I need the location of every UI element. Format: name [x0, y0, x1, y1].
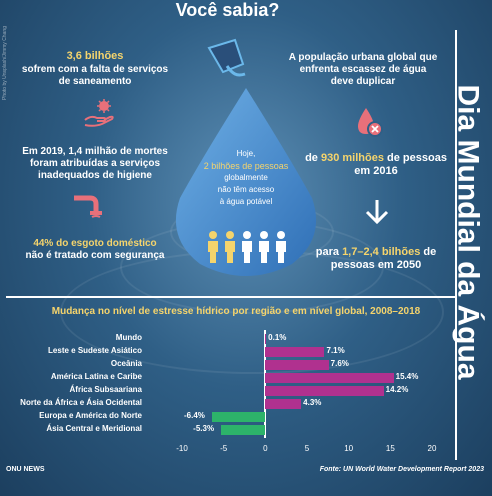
drop-line-2: 2 bilhões de pessoas	[203, 161, 289, 171]
fact-sanitation-value: 3,6 bilhões	[66, 50, 124, 62]
page-title: Você sabia?	[175, 0, 280, 20]
photo-credit: Photo by Unsplash/Jimmy Chang	[2, 26, 8, 100]
category-label: Europa e América do Norte	[39, 411, 142, 420]
data-label: 7.1%	[326, 346, 345, 355]
data-label: -5.3%	[193, 424, 215, 433]
fact-urban-2050-text: de pessoas em 2050	[330, 246, 437, 271]
fact-urban-2016-text: de pessoas em 2016	[354, 152, 447, 177]
x-tick-label: 0	[263, 444, 268, 453]
data-label: -6.4%	[184, 411, 205, 420]
chart-bar	[265, 399, 302, 409]
fact-urban-2016: de 930 milhões de pessoas em 2016	[296, 152, 456, 178]
zero-axis	[264, 330, 267, 438]
category-label: África Subsaariana	[69, 385, 142, 394]
category-label: Norte da África e Ásia Ocidental	[20, 398, 142, 407]
chart-bar	[265, 386, 384, 396]
footer-source-right: Fonte: UN World Water Development Report…	[319, 466, 484, 473]
x-tick-label: 10	[344, 444, 354, 453]
chart-bar	[221, 425, 266, 435]
data-label: 15.4%	[395, 372, 419, 381]
person-figure	[242, 231, 252, 263]
category-label: Leste e Sudeste Asiático	[48, 346, 142, 355]
chart-bar	[265, 373, 394, 383]
data-label: 14.2%	[385, 385, 409, 394]
chart-bar	[265, 334, 267, 344]
fact-urban-2016-prefix: de	[305, 152, 318, 164]
drop-text: Hoje, 2 bilhões de pessoas globalmente n…	[190, 148, 302, 208]
chart-title: Mudança no nível de estresse hídrico por…	[51, 306, 421, 317]
drop-line-3: globalmente	[224, 173, 268, 182]
people-icon	[208, 231, 286, 263]
data-label: 4.3%	[303, 398, 322, 407]
footer-source-left: ONU NEWS	[6, 466, 45, 473]
pipe-sewage-icon	[74, 195, 102, 218]
fact-urban-text: A população urbana global que enfrenta e…	[288, 52, 438, 87]
divider-horizontal	[6, 296, 456, 298]
x-tick-label: 20	[427, 444, 437, 453]
fact-hygiene-text: Em 2019, 1,4 milhão de mortes foram atri…	[22, 146, 168, 181]
fact-urban-2050: para 1,7–2,4 bilhões de pessoas em 2050	[296, 246, 456, 272]
x-tick-label: -10	[176, 444, 188, 453]
drop-line-1: Hoje,	[236, 149, 256, 158]
chart-bar	[265, 347, 325, 357]
drop-line-4: não têm acesso	[217, 185, 275, 194]
fact-sanitation-text: sofrem com a falta de serviços de saneam…	[21, 64, 169, 87]
person-figure	[259, 231, 269, 263]
data-label: 7.6%	[330, 359, 349, 368]
category-label: América Latina e Caribe	[50, 372, 142, 381]
arrow-down-icon	[365, 200, 389, 225]
fact-urban-2050-prefix: para	[315, 246, 339, 258]
person-figure	[208, 231, 218, 263]
x-tick-label: -5	[220, 444, 228, 453]
chart-bar	[265, 360, 329, 370]
divider-vertical	[455, 30, 457, 460]
water-drop-x-icon	[358, 108, 383, 137]
person-figure	[276, 231, 286, 263]
drop-line-5: à água potável	[219, 197, 273, 206]
person-figure	[225, 231, 235, 263]
side-title: Dia Mundial da Água	[444, 12, 492, 452]
fact-urban-2016-value: 930 milhões	[320, 152, 384, 164]
glass-water-icon	[207, 38, 246, 77]
category-label: Mundo	[115, 333, 142, 342]
category-label: Ásia Central e Meridional	[46, 424, 142, 433]
x-tick-label: 15	[385, 444, 395, 453]
hand-bacteria-icon	[84, 99, 114, 127]
chart-bar	[212, 412, 266, 422]
x-tick-label: 5	[304, 444, 310, 453]
water-drop-graphic	[175, 88, 317, 276]
data-label: 0.1%	[268, 333, 287, 342]
fact-sewage-value: 44% do esgoto doméstico	[33, 238, 157, 249]
side-title-text: Dia Mundial da Água	[452, 84, 485, 380]
category-label: Oceânia	[110, 359, 142, 368]
fact-sewage-text: não é tratado com segurança	[25, 250, 165, 261]
fact-urban-2050-value: 1,7–2,4 bilhões	[342, 246, 421, 258]
